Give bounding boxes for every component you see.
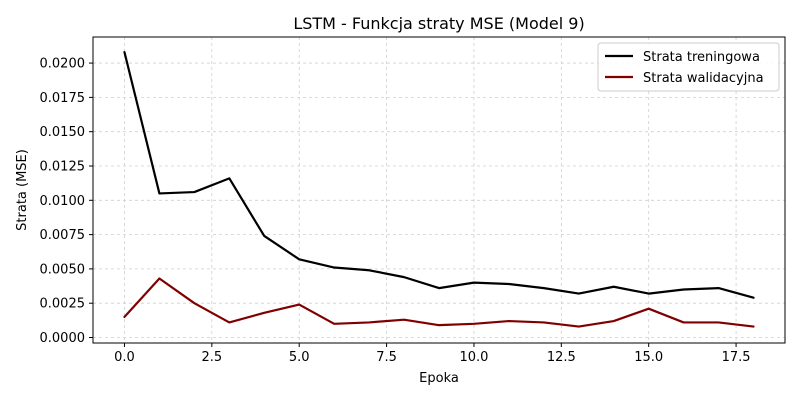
y-tick-label: 0.0000 — [40, 331, 86, 346]
plot-frame — [92, 36, 786, 344]
y-axis-label: Strata (MSE) — [15, 149, 30, 231]
x-tick-label: 7.5 — [376, 350, 397, 365]
y-axis: 0.0000 0.0025 0.0050 0.0075 0.0100 0.0125 0.01… — [40, 57, 93, 346]
x-axis: 0.0 2.5 5.0 7.5 10.0 12.5 15.0 17.5 — [114, 343, 751, 365]
x-tick-label: 10.0 — [459, 350, 488, 365]
y-tick-label: 0.0025 — [40, 297, 86, 312]
y-tick-label: 0.0125 — [40, 159, 86, 174]
y-tick-label: 0.0175 — [40, 91, 86, 106]
x-tick-label: 2.5 — [201, 350, 222, 365]
y-tick-label: 0.0100 — [40, 194, 86, 209]
y-tick-label: 0.0075 — [40, 228, 86, 243]
legend-label-validation: Strata walidacyjna — [643, 71, 764, 86]
x-tick-label: 15.0 — [634, 350, 663, 365]
legend-label-training: Strata treningowa — [643, 50, 760, 65]
legend-box — [597, 42, 780, 92]
x-tick-label: 17.5 — [722, 350, 751, 365]
y-tick-label: 0.0150 — [40, 125, 86, 140]
x-axis-label: Epoka — [419, 371, 459, 386]
series-layer — [123, 50, 755, 328]
validation-loss-line — [123, 277, 755, 328]
x-tick-label: 12.5 — [547, 350, 576, 365]
x-tick-label: 0.0 — [114, 350, 135, 365]
legend: Strata treningowa Strata walidacyjna — [597, 42, 780, 92]
chart-title: LSTM - Funkcja straty MSE (Model 9) — [293, 14, 584, 33]
y-tick-label: 0.0050 — [40, 262, 86, 277]
x-tick-label: 5.0 — [289, 350, 310, 365]
y-tick-label: 0.0200 — [40, 57, 86, 72]
training-loss-line — [123, 50, 755, 299]
